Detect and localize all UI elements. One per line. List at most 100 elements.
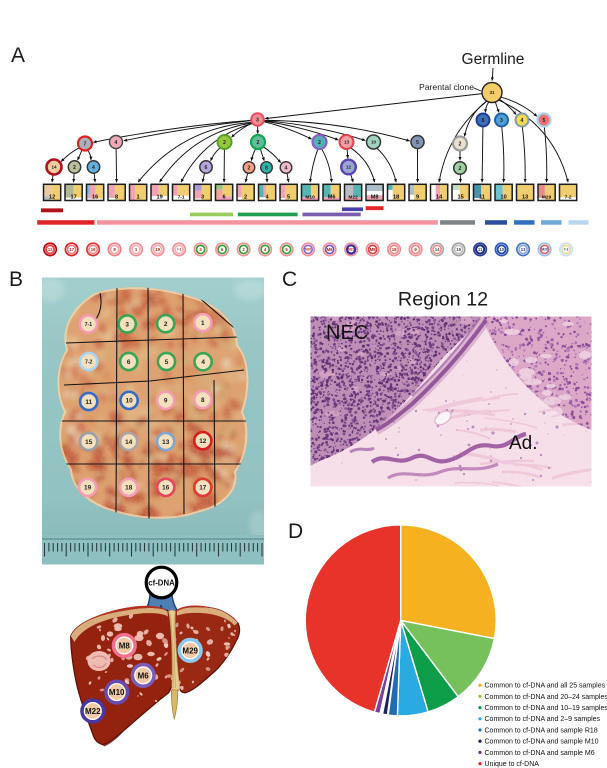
svg-text:Common to cf-DNA and sample M1: Common to cf-DNA and sample M10 [485,739,599,746]
svg-text:M10: M10 [109,688,125,697]
svg-text:4: 4 [201,359,205,366]
svg-text:17: 17 [70,195,76,201]
svg-text:12: 12 [346,165,352,170]
svg-text:13: 13 [522,195,528,201]
svg-text:5: 5 [165,359,169,366]
svg-text:Common to cf-DNA and sample R1: Common to cf-DNA and sample R18 [485,727,598,734]
svg-text:A: A [11,44,25,67]
svg-text:14: 14 [436,195,443,201]
svg-text:7-1: 7-1 [177,248,182,252]
svg-text:1: 1 [135,247,138,252]
svg-text:3: 3 [199,247,202,252]
svg-text:1: 1 [201,320,205,327]
svg-text:18: 18 [392,247,397,252]
svg-text:NEC: NEC [326,322,368,344]
svg-text:7-2: 7-2 [85,359,93,365]
svg-text:D: D [288,520,303,543]
svg-text:7-1: 7-1 [178,195,185,201]
svg-text:17: 17 [199,485,207,492]
svg-text:M22: M22 [85,707,101,716]
svg-text:19: 19 [156,195,162,201]
svg-text:8: 8 [113,247,116,252]
svg-text:M29: M29 [182,646,198,655]
svg-text:2: 2 [242,247,245,252]
svg-text:2: 2 [318,140,321,146]
svg-text:2: 2 [459,141,462,147]
svg-text:13: 13 [521,247,526,252]
svg-text:15: 15 [85,439,93,446]
svg-text:19: 19 [155,247,160,252]
svg-text:M29: M29 [542,195,552,201]
svg-text:M10: M10 [305,248,311,252]
svg-text:8: 8 [265,165,268,171]
svg-text:4: 4 [115,140,118,146]
svg-text:4: 4 [92,165,95,171]
svg-text:Parental clone: Parental clone [419,82,474,92]
svg-text:14: 14 [51,165,57,170]
svg-text:14: 14 [435,247,440,252]
svg-text:7-2: 7-2 [564,248,569,252]
svg-text:6: 6 [127,359,131,366]
svg-text:10: 10 [371,140,377,145]
svg-text:M8: M8 [119,642,131,651]
svg-text:10: 10 [499,247,504,252]
svg-text:31: 31 [489,90,495,95]
svg-text:M22: M22 [348,248,354,252]
svg-text:18: 18 [393,195,399,201]
svg-text:M8: M8 [371,195,379,201]
svg-text:M10: M10 [305,195,315,201]
svg-text:6: 6 [223,195,226,201]
svg-text:M6: M6 [327,247,334,252]
svg-text:10: 10 [126,398,134,405]
svg-text:2: 2 [257,140,260,146]
svg-text:cf-DNA: cf-DNA [148,578,175,587]
svg-text:3: 3 [500,118,503,124]
svg-text:5: 5 [543,118,546,124]
svg-text:M22: M22 [348,195,358,201]
svg-text:3: 3 [256,117,259,123]
svg-text:5: 5 [416,140,419,146]
svg-text:3: 3 [201,195,204,201]
svg-text:11: 11 [85,399,92,406]
svg-text:16: 16 [92,195,98,201]
svg-text:15: 15 [456,247,461,252]
svg-text:5: 5 [285,247,288,252]
svg-text:14: 14 [125,439,133,446]
svg-text:10: 10 [500,195,506,201]
svg-text:4: 4 [521,118,524,124]
svg-text:7-2: 7-2 [565,195,572,201]
svg-text:M8: M8 [370,247,377,252]
svg-text:8: 8 [482,118,485,124]
svg-text:Ad.: Ad. [509,433,538,454]
svg-text:Germline: Germline [462,51,525,68]
svg-text:4: 4 [264,247,267,252]
svg-text:2: 2 [164,321,168,328]
svg-text:13: 13 [162,439,170,446]
svg-text:2: 2 [248,165,251,171]
svg-text:2: 2 [244,195,247,201]
svg-text:M29: M29 [541,248,547,252]
svg-text:7-1: 7-1 [85,322,93,328]
svg-text:11: 11 [478,247,483,252]
svg-text:Common to cf-DNA and 2–9 sampl: Common to cf-DNA and 2–9 samples [485,716,601,723]
svg-text:2: 2 [73,165,76,171]
svg-text:12: 12 [199,438,207,445]
svg-text:C: C [282,268,297,291]
svg-text:5: 5 [287,195,290,201]
svg-text:16: 16 [162,485,170,492]
svg-text:6: 6 [221,247,224,252]
svg-text:18: 18 [125,485,133,492]
svg-text:13: 13 [344,140,350,145]
svg-text:Common to cf-DNA and sample M6: Common to cf-DNA and sample M6 [485,750,595,757]
svg-text:1: 1 [137,195,140,201]
svg-text:2: 2 [459,166,462,172]
svg-text:6: 6 [205,165,208,171]
svg-text:Unique to cf-DNA: Unique to cf-DNA [485,761,540,768]
svg-text:12: 12 [48,247,53,252]
svg-text:2: 2 [223,140,226,146]
svg-text:7: 7 [84,141,87,147]
svg-text:Common to cf-DNA and 20–24 sam: Common to cf-DNA and 20–24 samples [485,694,607,701]
svg-text:11: 11 [479,195,485,201]
svg-text:17: 17 [69,247,74,252]
svg-text:3: 3 [125,321,129,328]
